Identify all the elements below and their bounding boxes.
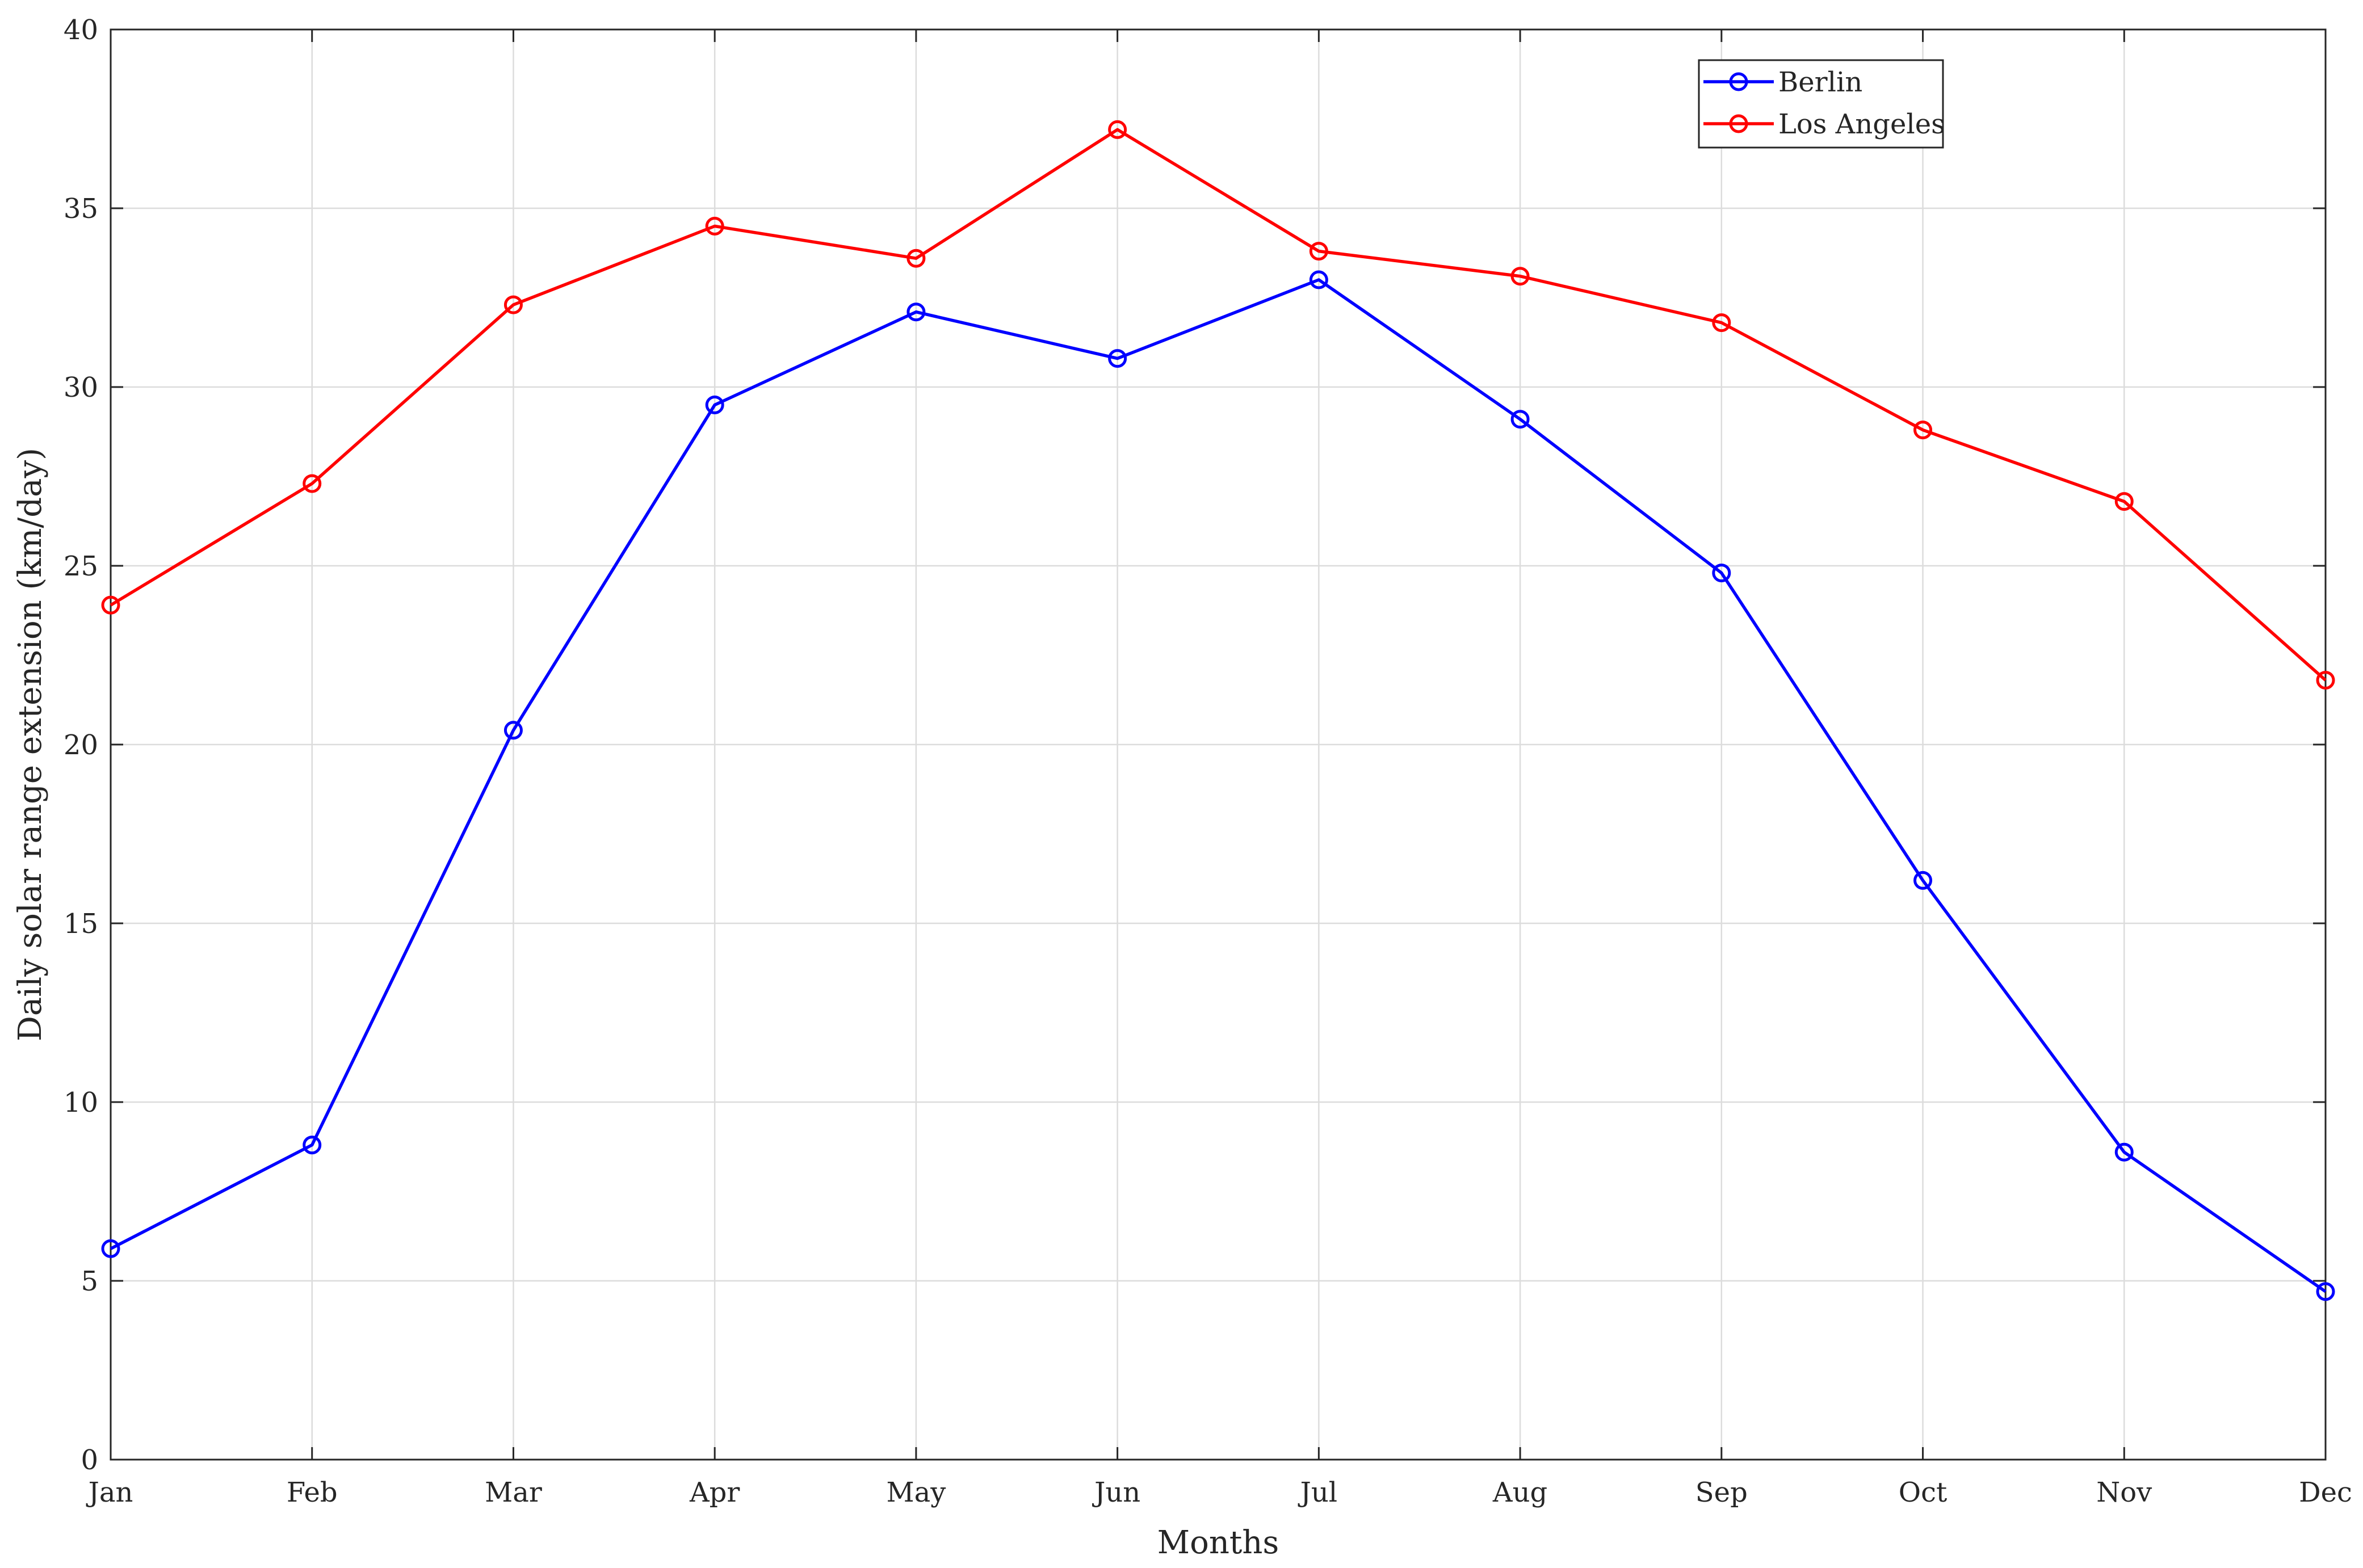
series-line bbox=[110, 278, 2327, 1293]
data-point-marker bbox=[2316, 671, 2335, 690]
series-lines bbox=[101, 120, 2335, 1301]
data-point-marker bbox=[1108, 349, 1127, 368]
x-tick-label: Dec bbox=[2299, 1477, 2352, 1508]
data-point-marker bbox=[1309, 242, 1328, 261]
data-point-marker bbox=[503, 721, 523, 740]
x-tick-label: Jul bbox=[1298, 1477, 1338, 1508]
data-point-marker bbox=[705, 217, 724, 236]
x-tick-label: Jun bbox=[1092, 1477, 1140, 1508]
data-point-marker bbox=[705, 396, 724, 414]
x-axis-title: Months bbox=[1157, 1524, 1279, 1561]
axes: Jan Feb Mar Apr May Jun Jul Aug Sep Oct Nov Dec 0 5 10… bbox=[64, 14, 2352, 1508]
y-tick-label: 5 bbox=[81, 1266, 98, 1297]
data-point-marker bbox=[101, 595, 120, 615]
y-tick-label: 15 bbox=[64, 908, 98, 940]
data-point-marker bbox=[2114, 492, 2134, 511]
x-tick-label: Sep bbox=[1695, 1477, 1748, 1508]
data-point-marker bbox=[101, 1239, 120, 1258]
legend-label: Berlin bbox=[1778, 66, 1862, 98]
data-point-marker bbox=[1510, 267, 1530, 286]
data-point-marker bbox=[2316, 1282, 2335, 1301]
y-tick-label: 35 bbox=[64, 193, 98, 225]
y-tick-label: 40 bbox=[64, 14, 98, 46]
data-point-marker bbox=[303, 1136, 322, 1155]
x-tick-label: Mar bbox=[485, 1477, 542, 1508]
x-tick-label: Aug bbox=[1492, 1477, 1547, 1508]
data-point-marker bbox=[1913, 871, 1933, 890]
x-tick-label: May bbox=[886, 1477, 946, 1508]
y-axis-title: Daily solar range extension (km/day) bbox=[12, 448, 49, 1041]
data-point-marker bbox=[1510, 410, 1530, 429]
legend-marker bbox=[1729, 72, 1748, 91]
data-point-marker bbox=[1108, 120, 1127, 139]
series-line bbox=[110, 128, 2327, 682]
legend-label: Los Angeles bbox=[1778, 108, 1945, 140]
data-point-marker bbox=[2114, 1142, 2134, 1162]
data-point-marker bbox=[1712, 313, 1731, 333]
y-tick-label: 25 bbox=[64, 550, 98, 582]
y-tick-label: 0 bbox=[81, 1444, 98, 1476]
legend-marker bbox=[1729, 114, 1748, 133]
legend: Berlin Los Angeles bbox=[1698, 59, 1945, 149]
data-point-marker bbox=[906, 302, 926, 322]
data-point-marker bbox=[1913, 421, 1933, 440]
x-tick-label: Nov bbox=[2096, 1477, 2152, 1508]
x-tick-label: Oct bbox=[1899, 1477, 1948, 1508]
x-tick-label: Jan bbox=[86, 1477, 133, 1508]
data-point-marker bbox=[303, 474, 322, 493]
data-point-marker bbox=[1309, 270, 1328, 289]
y-tick-label: 10 bbox=[64, 1087, 98, 1119]
data-point-marker bbox=[503, 295, 523, 314]
grid-lines bbox=[110, 28, 2327, 1461]
y-tick-label: 30 bbox=[64, 372, 98, 403]
x-tick-label: Feb bbox=[287, 1477, 338, 1508]
y-tick-label: 20 bbox=[64, 729, 98, 761]
x-tick-label: Apr bbox=[689, 1477, 740, 1508]
data-point-marker bbox=[906, 249, 926, 268]
data-point-marker bbox=[1712, 564, 1731, 583]
